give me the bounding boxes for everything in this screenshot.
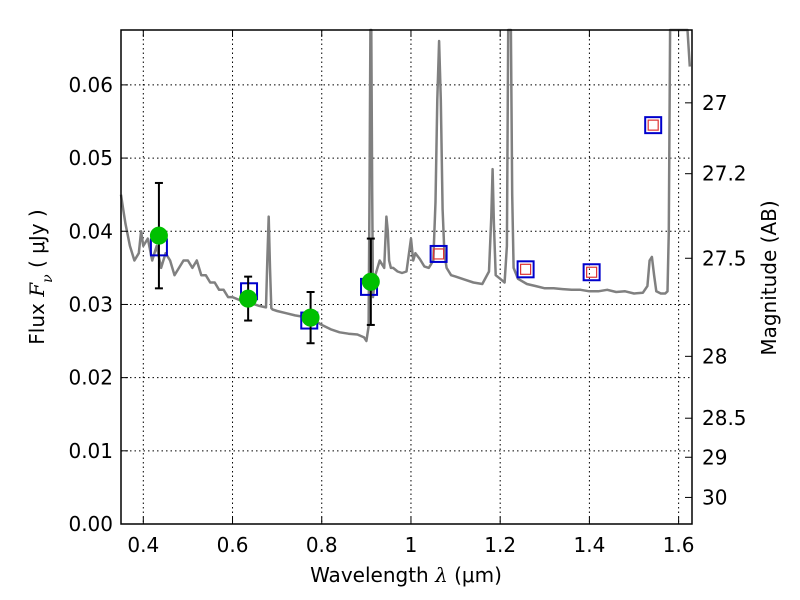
- x-tick-label: 1.2: [484, 533, 516, 557]
- x-tick-label: 0.8: [306, 533, 338, 557]
- plot-frame: [120, 29, 693, 525]
- y2-tick-label: 27: [702, 91, 727, 115]
- y2-tick-label: 30: [702, 485, 727, 509]
- observed-flux-point: [149, 226, 168, 245]
- y2-tick-label: 27.2: [702, 162, 747, 186]
- observed-flux-point: [301, 308, 320, 327]
- y-tick-label: 0.05: [68, 146, 113, 170]
- x-axis-label: Wavelength λ (μm): [310, 563, 502, 587]
- y2-tick-label: 28: [702, 344, 727, 368]
- axes: 0.4 0.6 0.8 1 1.2 1.4 1.6 0.00 0.01 0.02 0.03 0.04 0…: [68, 30, 747, 557]
- sed-model-layer: [119, 28, 692, 343]
- x-tick-label: 1: [405, 533, 418, 557]
- x-tick-label: 0.6: [217, 533, 249, 557]
- y-tick-label: 0.02: [68, 366, 113, 390]
- model-flux-box: [429, 244, 448, 263]
- y-tick-label: 0.06: [68, 73, 113, 97]
- model-flux-box: [516, 260, 535, 279]
- model-flux-inner-box: [586, 266, 598, 278]
- sed-model-line: [119, 28, 692, 343]
- y-axis-label: Flux Fν ( μJy ): [25, 209, 56, 344]
- model-flux-inner-box: [647, 119, 659, 131]
- y2-axis-label: Magnitude (AB): [757, 200, 781, 355]
- observed-flux-point: [361, 272, 380, 291]
- model-flux-inner-box: [520, 263, 532, 275]
- y2-tick-label: 29: [702, 445, 727, 469]
- y-tick-label: 0.01: [68, 439, 113, 463]
- model-flux-box: [582, 263, 601, 282]
- x-tick-label: 1.6: [663, 533, 695, 557]
- photometry-layer: [149, 116, 663, 345]
- model-flux-inner-box: [433, 248, 445, 260]
- y-tick-label: 0.00: [68, 512, 113, 536]
- x-tick-label: 1.4: [573, 533, 605, 557]
- x-tick-label: 0.4: [127, 533, 159, 557]
- y2-tick-label: 27.5: [702, 246, 747, 270]
- y-tick-label: 0.04: [68, 219, 113, 243]
- observed-flux-point: [239, 289, 258, 308]
- y-tick-label: 0.03: [68, 292, 113, 316]
- model-flux-box: [644, 116, 663, 135]
- y2-tick-label: 28.5: [702, 406, 747, 430]
